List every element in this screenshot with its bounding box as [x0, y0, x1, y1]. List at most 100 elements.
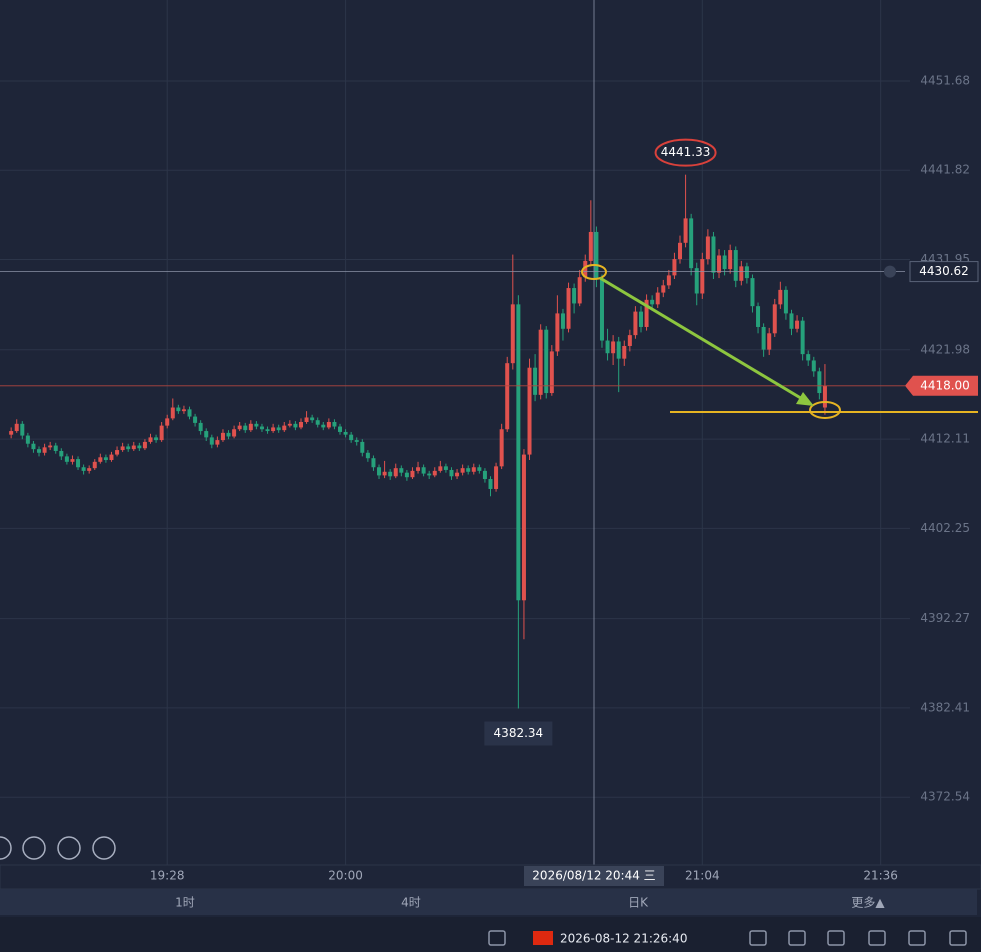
- low-label-box: [484, 721, 553, 746]
- candle-body: [304, 417, 309, 423]
- zoom-button[interactable]: [92, 836, 116, 860]
- candle-body: [126, 446, 131, 450]
- candle-body: [371, 458, 376, 468]
- status-icon[interactable]: [908, 930, 926, 946]
- candle-body: [588, 231, 593, 261]
- candle-body: [404, 472, 409, 478]
- candle-body: [806, 354, 811, 361]
- candle-body: [622, 345, 627, 359]
- candle-body: [783, 289, 788, 314]
- x-tick-label: 19:28: [150, 869, 185, 883]
- candle-body: [31, 443, 36, 450]
- candle-body: [616, 341, 621, 359]
- status-icon[interactable]: [827, 930, 845, 946]
- tab[interactable]: 4时: [401, 896, 421, 910]
- candle-body: [321, 424, 326, 428]
- candle-body: [717, 255, 722, 273]
- status-time: 2026-08-12 21:26:40: [560, 932, 687, 946]
- candle-body: [421, 467, 426, 474]
- candle-body: [650, 299, 655, 305]
- tab[interactable]: 日K: [628, 896, 649, 910]
- low-label: 4382.34: [494, 726, 544, 740]
- tab[interactable]: 更多▲: [851, 896, 885, 910]
- status-icon[interactable]: [749, 930, 767, 946]
- candle-body: [599, 279, 604, 341]
- candle-body: [477, 467, 482, 471]
- alert-bell-icon[interactable]: [884, 265, 896, 278]
- crosshair-time-tag: [524, 866, 664, 886]
- candle-body: [326, 422, 331, 428]
- candle-body: [48, 445, 53, 448]
- candle-body: [772, 304, 777, 334]
- candle-body: [64, 456, 69, 462]
- time-axis-bar: [0, 864, 981, 890]
- candle-body: [131, 445, 136, 450]
- candle-body: [789, 313, 794, 329]
- candle-body: [611, 341, 616, 354]
- candle-body: [159, 425, 164, 441]
- candle-body: [449, 469, 454, 477]
- candle-body: [605, 340, 610, 354]
- candle-body: [510, 304, 515, 364]
- candle-body: [360, 441, 365, 453]
- candle-body: [37, 449, 42, 453]
- candle-body: [633, 311, 638, 336]
- candle-body: [215, 440, 220, 445]
- candle-body: [120, 446, 125, 451]
- x-tick-label: 21:04: [685, 869, 720, 883]
- candle-body: [349, 434, 354, 441]
- candle-body: [544, 329, 549, 394]
- candle-body: [87, 468, 92, 471]
- candle-body: [399, 468, 404, 473]
- status-icon[interactable]: [949, 930, 967, 946]
- tab[interactable]: 1时: [175, 896, 195, 910]
- candle-body: [655, 292, 660, 305]
- candle-body: [800, 320, 805, 355]
- candle-body: [666, 275, 671, 286]
- candle-body: [165, 418, 170, 426]
- candle-body: [756, 306, 761, 327]
- status-icon[interactable]: [488, 930, 506, 946]
- candle-body: [393, 468, 398, 477]
- candle-body: [338, 426, 343, 432]
- candle-body: [538, 329, 543, 395]
- zoom-button[interactable]: [57, 836, 81, 860]
- candle-body: [516, 304, 521, 601]
- candle-body: [193, 416, 198, 423]
- candle-body: [20, 423, 25, 436]
- high-label: 4441.33: [661, 145, 711, 159]
- zoom-button[interactable]: [0, 836, 12, 860]
- candle-body: [315, 420, 320, 425]
- candle-body: [460, 468, 465, 473]
- candle-body: [533, 367, 538, 395]
- candle-body: [678, 242, 683, 260]
- zoom-button[interactable]: [22, 836, 46, 860]
- candle-body: [427, 473, 432, 476]
- candle-body: [382, 471, 387, 476]
- status-icon[interactable]: [788, 930, 806, 946]
- candle-body: [744, 266, 749, 279]
- y-tick-label: 4372.54: [920, 790, 970, 804]
- candle-body: [365, 452, 370, 459]
- candle-body: [761, 326, 766, 350]
- status-icon[interactable]: [868, 930, 886, 946]
- candle-body: [466, 468, 471, 472]
- y-tick-label: 4402.25: [920, 521, 970, 535]
- y-tick-label: 4451.68: [920, 73, 970, 87]
- candle-body: [432, 470, 437, 476]
- candle-body: [572, 288, 577, 304]
- candle-body: [443, 466, 448, 470]
- candle-body: [566, 288, 571, 329]
- candle-body: [181, 409, 186, 412]
- x-tick-label: 21:36: [863, 869, 898, 883]
- candle-body: [482, 470, 487, 480]
- mark-circle: [809, 401, 841, 419]
- candle-body: [438, 466, 443, 471]
- candle-body: [778, 289, 783, 305]
- last-price: 4418.00: [920, 378, 970, 392]
- candle-body: [248, 423, 253, 431]
- candle-body: [722, 255, 727, 270]
- candle-body: [817, 371, 822, 394]
- candle-body: [700, 259, 705, 294]
- last-price-tag: [905, 375, 978, 396]
